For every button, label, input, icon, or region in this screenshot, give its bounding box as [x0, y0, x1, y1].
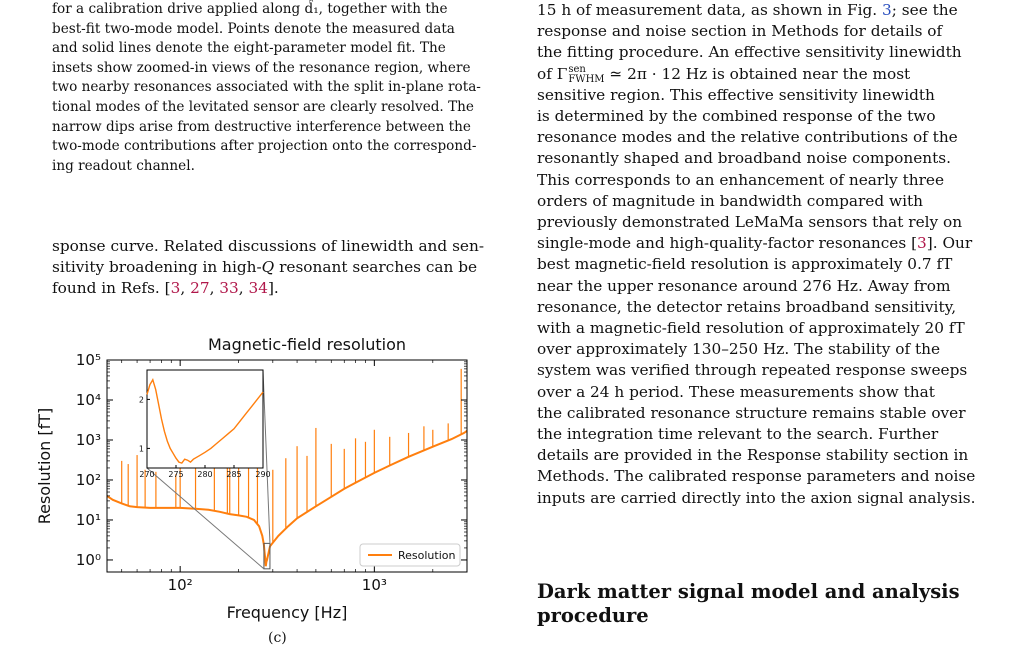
- caption-line-2: best-fit two-mode model. Points denote t…: [52, 20, 455, 37]
- caption-line-9: ing readout channel.: [52, 157, 195, 174]
- right-line-1: 15 h of measurement data, as shown in Fi…: [537, 1, 958, 19]
- inset-x-tick-label-3: 285: [226, 470, 241, 479]
- caption-line-7: narrow dips arise from destructive inter…: [52, 118, 471, 135]
- legend-label: Resolution: [398, 549, 456, 562]
- legend: Resolution: [359, 543, 461, 567]
- inset-x-tick-label-4: 290: [255, 470, 270, 479]
- right-line-24: inputs are carried directly into the axi…: [537, 488, 976, 507]
- gamma-sub: FWHM: [568, 73, 605, 85]
- right-line-7: resonance modes and the relative contrib…: [537, 128, 958, 147]
- right-line-18: system was verified through repeated res…: [537, 361, 968, 380]
- right-line-5: sensitive region. This effective sensiti…: [537, 85, 935, 104]
- right-line-3: the fitting procedure. An effective sens…: [537, 43, 962, 62]
- right-line-2: response and noise section in Methods fo…: [537, 22, 943, 41]
- right-line-8: resonantly shaped and broadband noise co…: [537, 149, 952, 168]
- left-para-line-3: found in Refs. [3, 27, 33, 34].: [52, 279, 279, 298]
- inset-y-tick-label-0: 1: [139, 444, 144, 453]
- resolution-curve: [106, 429, 468, 567]
- right-line-23: Methods. The calibrated response paramet…: [537, 467, 976, 486]
- right-line-11: previously demonstrated LeMaMa sensors t…: [537, 213, 963, 232]
- inset-connector-right: [262, 369, 271, 544]
- inset-y-tick-label-1: 2: [139, 395, 144, 404]
- left-para-line-2: sitivity broadening in high-Q resonant s…: [52, 258, 478, 277]
- fig-link-3[interactable]: 3: [882, 1, 892, 19]
- q-symbol: Q: [261, 258, 275, 277]
- right-line-19: over a 24 h period. These measurements s…: [537, 382, 935, 401]
- resolution-plot: Magnetic-field resolution 10⁰ 10¹ 10² 10³ 10⁴…: [35, 335, 468, 622]
- ref-link-27[interactable]: 27: [190, 279, 210, 298]
- section-heading: Dark matter signal model and analysis pr…: [537, 580, 960, 627]
- inset-frame: [146, 369, 264, 469]
- inset-connector-left: [146, 467, 265, 570]
- right-line-6: is determined by the combined response o…: [537, 107, 936, 126]
- right-line-20: the calibrated resonance structure remai…: [537, 403, 966, 422]
- right-line-16: with a magnetic-field resolution of appr…: [537, 319, 965, 338]
- caption-line-3: and solid lines denote the eight-paramet…: [52, 40, 446, 57]
- gamma-sup: sen: [568, 63, 586, 75]
- right-line-22: details are provided in the Response sta…: [537, 446, 969, 465]
- chart-title: Magnetic-field resolution: [208, 335, 406, 354]
- ref-link-34[interactable]: 34: [248, 279, 268, 298]
- inset-curve: [146, 378, 264, 464]
- inset-x-tick-label-2: 280: [197, 470, 212, 479]
- right-line-13: best magnetic-field resolution is approx…: [537, 255, 953, 274]
- y-tick-label-3: 10³: [76, 431, 101, 449]
- ref-link-3b[interactable]: 3: [917, 234, 927, 253]
- ref-link-33[interactable]: 33: [219, 279, 239, 298]
- ref-link-3[interactable]: 3: [170, 279, 181, 298]
- y-tick-label-4: 10⁴: [76, 391, 101, 409]
- caption-line-5: two nearby resonances associated with th…: [52, 79, 481, 96]
- figure-caption: for a calibration drive applied along d̂…: [52, 0, 499, 176]
- right-line-12: single-mode and high-quality-factor reso…: [537, 234, 973, 253]
- right-line-15: resonance, the detector retains broadban…: [537, 297, 957, 316]
- left-para-line-1: sponse curve. Related discussions of lin…: [52, 237, 484, 255]
- x-axis-label: Frequency [Hz]: [227, 603, 348, 622]
- caption-line-6: tional modes of the levitated sensor are…: [52, 98, 474, 115]
- right-line-17: over approximately 130–250 Hz. The stabi…: [537, 340, 941, 359]
- y-axis-label: Resolution [fT]: [35, 408, 54, 525]
- x-tick-label-1: 10³: [362, 576, 387, 594]
- y-tick-label-2: 10²: [76, 471, 101, 489]
- zoom-region-box: [263, 542, 271, 570]
- inset-x-tick-label-1: 275: [168, 470, 183, 479]
- right-line-10: orders of magnitude in bandwidth compare…: [537, 191, 923, 210]
- legend-box: [359, 543, 461, 567]
- right-paragraph: 15 h of measurement data, as shown in Fi…: [537, 0, 983, 509]
- caption-line-8: two-mode contributions after projection …: [52, 138, 477, 155]
- right-line-14: near the upper resonance around 276 Hz. …: [537, 276, 951, 295]
- x-tick-label-0: 10²: [168, 576, 193, 594]
- caption-line-1: for a calibration drive applied along d̂…: [52, 1, 448, 17]
- right-line-9: This corresponds to an enhancement of ne…: [537, 170, 945, 189]
- plot-frame: [106, 359, 468, 573]
- caption-line-4: insets show zoomed-in views of the reson…: [52, 59, 471, 76]
- y-tick-label-1: 10¹: [76, 511, 101, 529]
- inset-x-tick-label-0: 270: [139, 470, 154, 479]
- y-tick-label-0: 10⁰: [76, 551, 101, 569]
- left-paragraph: sponse curve. Related discussions of lin…: [52, 236, 499, 300]
- panel-label: (c): [268, 630, 287, 646]
- y-tick-label-5: 10⁵: [76, 351, 101, 369]
- right-line-21: the integration time relevant to the sea…: [537, 425, 939, 444]
